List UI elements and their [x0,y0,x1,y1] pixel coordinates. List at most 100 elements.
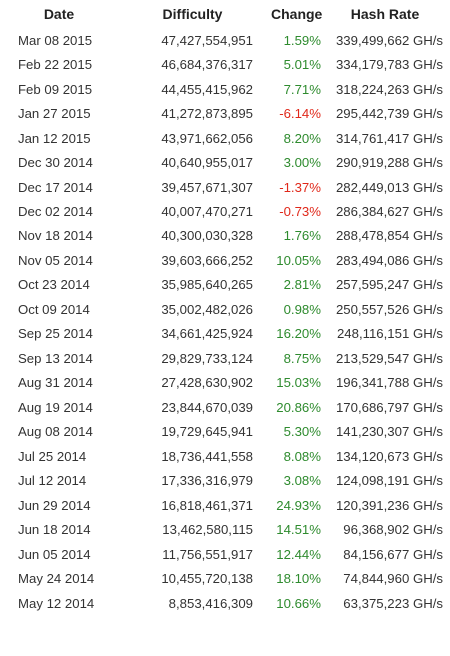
hash-rate-cell: 290,919,288 GH/s [335,155,443,171]
date-cell: Jan 12 2015 [18,130,91,146]
table-row: Jun 05 2014 11,756,551,917 12.44% 84,156,67… [0,542,450,566]
date-cell: Oct 23 2014 [18,277,90,293]
date-cell: Nov 05 2014 [18,252,93,268]
date-cell: Jan 27 2015 [18,106,91,122]
change-cell: 20.86% [276,399,321,415]
table-row: Jul 12 2014 17,336,316,979 3.08% 124,098,19… [0,468,450,492]
table-row: Aug 08 2014 19,729,645,941 5.30% 141,230,30… [0,420,450,444]
date-cell: Feb 09 2015 [18,81,93,97]
table-row: Aug 31 2014 27,428,630,902 15.03% 196,341,7… [0,371,450,395]
table-row: Sep 13 2014 29,829,733,124 8.75% 213,529,54… [0,346,450,370]
table-row: Jan 12 2015 43,971,662,056 8.20% 314,761,41… [0,126,450,150]
date-cell: Jun 05 2014 [18,546,91,562]
hash-rate-cell: 282,449,013 GH/s [335,179,443,195]
change-cell: 12.44% [276,546,321,562]
difficulty-cell: 40,300,030,328 [161,228,253,244]
hash-rate-cell: 248,116,151 GH/s [336,326,443,342]
date-cell: Nov 18 2014 [18,228,93,244]
difficulty-cell: 11,756,551,917 [162,546,253,562]
hash-rate-cell: 120,391,236 GH/s [335,497,443,513]
table-row: May 24 2014 10,455,720,138 18.10% 74,844,96… [0,566,450,590]
hash-rate-cell: 295,442,739 GH/s [335,106,443,122]
table-row: Oct 09 2014 35,002,482,026 0.98% 250,557,52… [0,297,450,321]
hash-rate-cell: 84,156,677 GH/s [343,546,443,562]
date-cell: Aug 31 2014 [18,375,93,391]
date-cell: Jun 18 2014 [18,522,91,538]
change-cell: -6.14% [279,106,321,122]
header-change: Change [271,6,323,22]
header-hash-rate: Hash Rate [350,6,420,22]
date-cell: Oct 09 2014 [18,301,90,317]
date-cell: Mar 08 2015 [18,32,93,48]
difficulty-cell: 34,661,425,924 [161,326,253,342]
difficulty-cell: 39,603,666,252 [161,252,253,268]
change-cell: 5.30% [283,424,321,440]
date-cell: Feb 22 2015 [18,57,93,73]
date-cell: Aug 19 2014 [18,399,93,415]
change-cell: 8.08% [283,448,321,464]
difficulty-cell: 44,455,415,962 [161,81,253,97]
date-cell: Dec 02 2014 [18,204,93,220]
change-cell: 0.98% [283,301,321,317]
hash-rate-cell: 250,557,526 GH/s [335,301,443,317]
difficulty-cell: 40,640,955,017 [161,155,253,171]
hash-rate-cell: 213,529,547 GH/s [335,350,443,366]
table-row: Nov 18 2014 40,300,030,328 1.76% 288,478,85… [0,224,450,248]
difficulty-cell: 41,272,873,895 [161,106,253,122]
change-cell: 3.00% [283,155,321,171]
difficulty-cell: 16,818,461,371 [161,497,253,513]
hash-rate-cell: 314,761,417 GH/s [335,130,443,146]
difficulty-cell: 46,684,376,317 [161,57,253,73]
hash-rate-cell: 283,494,086 GH/s [335,252,443,268]
change-cell: 18.10% [276,571,321,587]
table-row: Sep 25 2014 34,661,425,924 16.20% 248,116,1… [0,322,450,346]
date-cell: Dec 30 2014 [18,155,93,171]
hash-rate-cell: 74,844,960 GH/s [343,571,443,587]
difficulty-cell: 47,427,554,951 [161,32,253,48]
header-difficulty: Difficulty [162,6,223,22]
date-cell: May 24 2014 [18,571,95,587]
difficulty-cell: 35,985,640,265 [161,277,253,293]
date-cell: May 12 2014 [18,595,95,611]
header-date: Date [43,6,75,22]
table-row: Jun 29 2014 16,818,461,371 24.93% 120,391,2… [0,493,450,517]
change-cell: 1.76% [283,228,321,244]
change-cell: 7.71% [283,81,321,97]
hash-rate-cell: 134,120,673 GH/s [335,448,443,464]
difficulty-cell: 27,428,630,902 [161,375,253,391]
table-row: Jul 25 2014 18,736,441,558 8.08% 134,120,67… [0,444,450,468]
change-cell: 10.66% [276,595,321,611]
table-row: Nov 05 2014 39,603,666,252 10.05% 283,494,0… [0,248,450,272]
table-row: Feb 22 2015 46,684,376,317 5.01% 334,179,78… [0,52,450,76]
table-row: Mar 08 2015 47,427,554,951 1.59% 339,499,66… [0,28,450,52]
change-cell: 8.75% [283,350,321,366]
hash-rate-cell: 288,478,854 GH/s [335,228,443,244]
change-cell: 24.93% [276,497,321,513]
difficulty-cell: 18,736,441,558 [161,448,253,464]
table-row: Jan 27 2015 41,272,873,895 -6.14% 295,442,7… [0,101,450,125]
hash-rate-cell: 196,341,788 GH/s [335,375,443,391]
change-cell: 10.05% [276,252,321,268]
change-cell: 15.03% [276,375,321,391]
table-row: Dec 17 2014 39,457,671,307 -1.37% 282,449,0… [0,175,450,199]
date-cell: Sep 25 2014 [18,326,93,342]
hash-rate-cell: 334,179,783 GH/s [335,57,443,73]
hash-rate-cell: 96,368,902 GH/s [343,522,443,538]
table-row: Oct 23 2014 35,985,640,265 2.81% 257,595,24… [0,273,450,297]
hash-rate-cell: 257,595,247 GH/s [335,277,443,293]
difficulty-cell: 23,844,670,039 [161,399,253,415]
difficulty-cell: 10,455,720,138 [161,571,253,587]
difficulty-cell: 29,829,733,124 [161,350,253,366]
table-row: Jun 18 2014 13,462,580,115 14.51% 96,368,90… [0,517,450,541]
date-cell: Jul 25 2014 [18,448,87,464]
date-cell: Dec 17 2014 [18,179,93,195]
date-cell: Sep 13 2014 [18,350,93,366]
difficulty-cell: 35,002,482,026 [161,301,253,317]
change-cell: 8.20% [283,130,321,146]
change-cell: 14.51% [276,522,321,538]
difficulty-cell: 17,336,316,979 [161,473,253,489]
hash-rate-cell: 170,686,797 GH/s [335,399,443,415]
hash-rate-cell: 63,375,223 GH/s [343,595,443,611]
difficulty-cell: 39,457,671,307 [161,179,253,195]
